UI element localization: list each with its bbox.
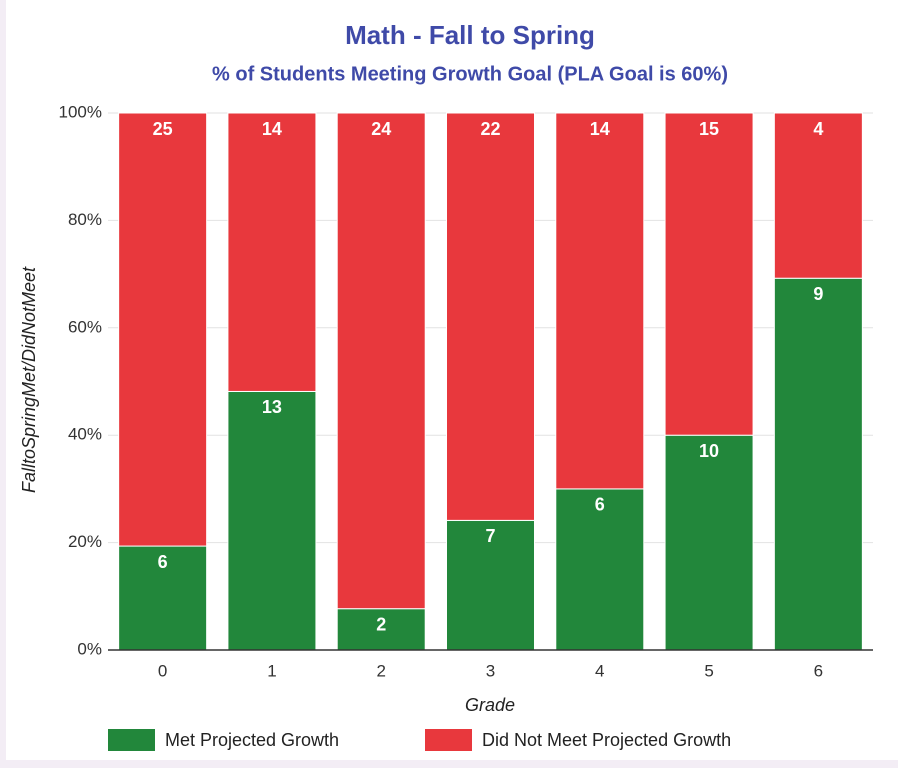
data-label: 14	[590, 119, 610, 139]
legend-label: Did Not Meet Projected Growth	[482, 730, 731, 750]
bar-segment	[118, 112, 208, 547]
y-tick-label: 80%	[68, 210, 102, 229]
data-label: 6	[158, 552, 168, 572]
data-label: 7	[485, 526, 495, 546]
data-label: 22	[480, 119, 500, 139]
y-tick-label: 0%	[77, 639, 102, 658]
x-tick-label: 6	[814, 661, 823, 680]
y-tick-label: 100%	[59, 102, 102, 121]
data-label: 6	[595, 495, 605, 515]
chart-title: Math - Fall to Spring	[345, 20, 595, 50]
y-axis-label: FalltoSpringMet/DidNotMeet	[19, 266, 39, 493]
bar-segment	[664, 434, 754, 651]
data-label: 4	[813, 119, 823, 139]
bar-segment	[773, 277, 863, 651]
data-label: 14	[262, 119, 282, 139]
data-label: 15	[699, 119, 719, 139]
bar-segment	[664, 112, 754, 436]
data-label: 9	[813, 284, 823, 304]
legend-swatch	[425, 729, 472, 751]
x-axis-label: Grade	[465, 695, 515, 715]
x-tick-label: 2	[376, 661, 385, 680]
y-tick-label: 40%	[68, 425, 102, 444]
bar-segment	[336, 112, 426, 610]
x-tick-label: 1	[267, 661, 276, 680]
x-tick-label: 3	[486, 661, 495, 680]
legend-swatch	[108, 729, 155, 751]
y-tick-label: 20%	[68, 532, 102, 551]
x-tick-label: 4	[595, 661, 604, 680]
x-tick-label: 0	[158, 661, 167, 680]
bar-segment	[227, 390, 317, 651]
chart-subtitle: % of Students Meeting Growth Goal (PLA G…	[212, 63, 728, 85]
bar-segment	[446, 112, 535, 521]
bar-segment	[773, 112, 863, 279]
y-tick-label: 60%	[68, 317, 102, 336]
x-tick-label: 5	[704, 661, 713, 680]
data-label: 25	[153, 119, 173, 139]
data-label: 13	[262, 397, 282, 417]
bar-segment	[227, 112, 317, 392]
data-label: 2	[376, 614, 386, 634]
bar-segment	[118, 545, 208, 651]
data-label: 24	[371, 119, 391, 139]
data-label: 10	[699, 441, 719, 461]
legend-label: Met Projected Growth	[165, 730, 339, 750]
bar-segment	[555, 112, 645, 490]
